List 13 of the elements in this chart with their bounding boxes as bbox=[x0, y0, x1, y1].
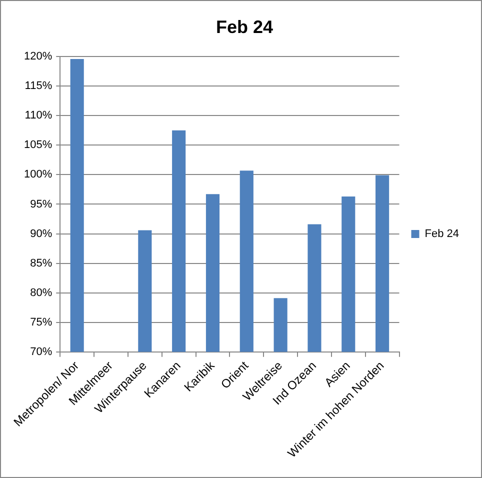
y-tick-label: 115% bbox=[24, 80, 52, 92]
y-tick-label: 90% bbox=[30, 228, 52, 240]
y-tick-label: 70% bbox=[30, 346, 52, 358]
y-tick-label: 80% bbox=[30, 286, 52, 299]
y-tick-label: 95% bbox=[30, 198, 52, 210]
y-tick-label: 75% bbox=[30, 316, 52, 328]
y-tick-label: 110% bbox=[24, 110, 52, 122]
y-tick-label: 120% bbox=[24, 50, 52, 63]
legend-label: Feb 24 bbox=[424, 228, 460, 240]
y-tick-label: 85% bbox=[30, 257, 52, 270]
y-tick-label: 100% bbox=[24, 168, 52, 181]
chart-title: Feb 24 bbox=[216, 16, 274, 37]
y-tick-label: 105% bbox=[24, 139, 52, 152]
